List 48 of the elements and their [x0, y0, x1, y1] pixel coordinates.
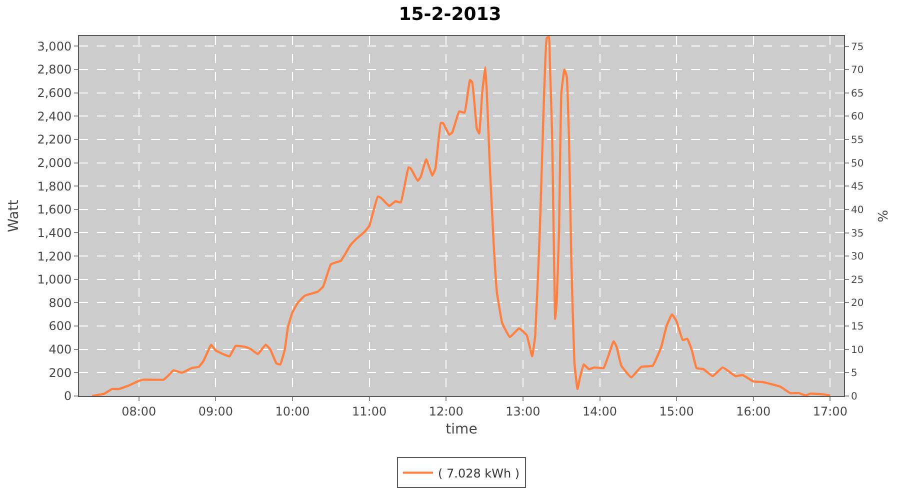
y-tick-label: 1,600 [37, 202, 72, 217]
y2-tick-label: 15 [851, 322, 864, 333]
y2-tick-label: 70 [851, 65, 864, 76]
y-axis-title: Watt [6, 199, 22, 232]
y-tick-label: 2,400 [37, 109, 72, 124]
y2-tick-label: 0 [851, 392, 858, 402]
y2-tick-label: 35 [851, 228, 864, 240]
x-tick-label: 10:00 [275, 404, 310, 418]
y2-tick-label: 75 [851, 42, 864, 53]
chart-title: 15-2-2013 [398, 4, 502, 26]
y2-tick-label: 10 [851, 344, 864, 356]
y-tick-label: 1,200 [37, 249, 72, 264]
y-tick-label: 200 [48, 366, 72, 380]
y2-tick-label: 55 [851, 135, 864, 146]
y2-tick-label: 20 [851, 298, 864, 310]
x-tick-label: 14:00 [582, 404, 618, 418]
y2-tick-label: 30 [851, 252, 864, 263]
y-tick-label: 2,800 [37, 62, 72, 77]
y-tick-label: 1,400 [37, 226, 72, 240]
x-tick-label: 13:00 [506, 404, 540, 418]
legend-label: ( 7.028 kWh ) [438, 466, 520, 480]
y-tick-label: 2,200 [37, 132, 72, 147]
x-axis-title: time [446, 422, 478, 438]
y-tick-label: 1,800 [37, 179, 72, 194]
y-tick-label: 3,000 [37, 39, 72, 54]
x-tick-label: 16:00 [736, 404, 771, 418]
y2-tick-label: 50 [851, 158, 864, 170]
y-tick-label: 0 [64, 389, 72, 404]
y2-tick-label: 65 [851, 88, 864, 100]
y2-tick-label: 40 [851, 204, 864, 216]
x-tick-label: 09:00 [198, 404, 234, 418]
y-tick-label: 600 [48, 319, 72, 334]
y2-axis-title: % [876, 210, 892, 222]
x-tick-label: 17:00 [812, 404, 848, 418]
y-tick-label: 400 [48, 342, 72, 357]
y2-tick-label: 45 [851, 182, 864, 193]
y-tick-label: 2,600 [37, 86, 72, 100]
y-tick-label: 1,000 [37, 272, 72, 287]
y2-tick-label: 60 [851, 112, 864, 123]
x-tick-label: 11:00 [352, 404, 387, 418]
y2-tick-label: 25 [851, 274, 864, 286]
x-tick-label: 15:00 [659, 404, 694, 418]
x-tick-label: 12:00 [428, 404, 464, 418]
y-tick-label: 2,000 [37, 156, 72, 170]
y-tick-label: 800 [48, 296, 72, 310]
line-series [90, 36, 832, 396]
x-tick-label: 08:00 [122, 404, 156, 418]
y2-tick-label: 5 [851, 368, 858, 380]
